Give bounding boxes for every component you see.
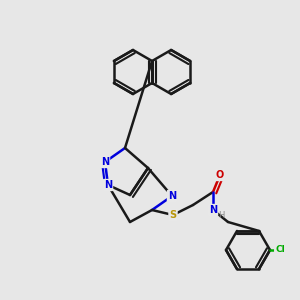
Text: N: N [104,180,112,190]
Text: N: N [168,191,176,201]
Text: H: H [218,211,224,220]
Text: S: S [169,210,177,220]
Text: O: O [216,170,224,180]
Text: N: N [101,157,109,167]
Text: Cl: Cl [275,245,285,254]
Text: N: N [209,205,217,215]
